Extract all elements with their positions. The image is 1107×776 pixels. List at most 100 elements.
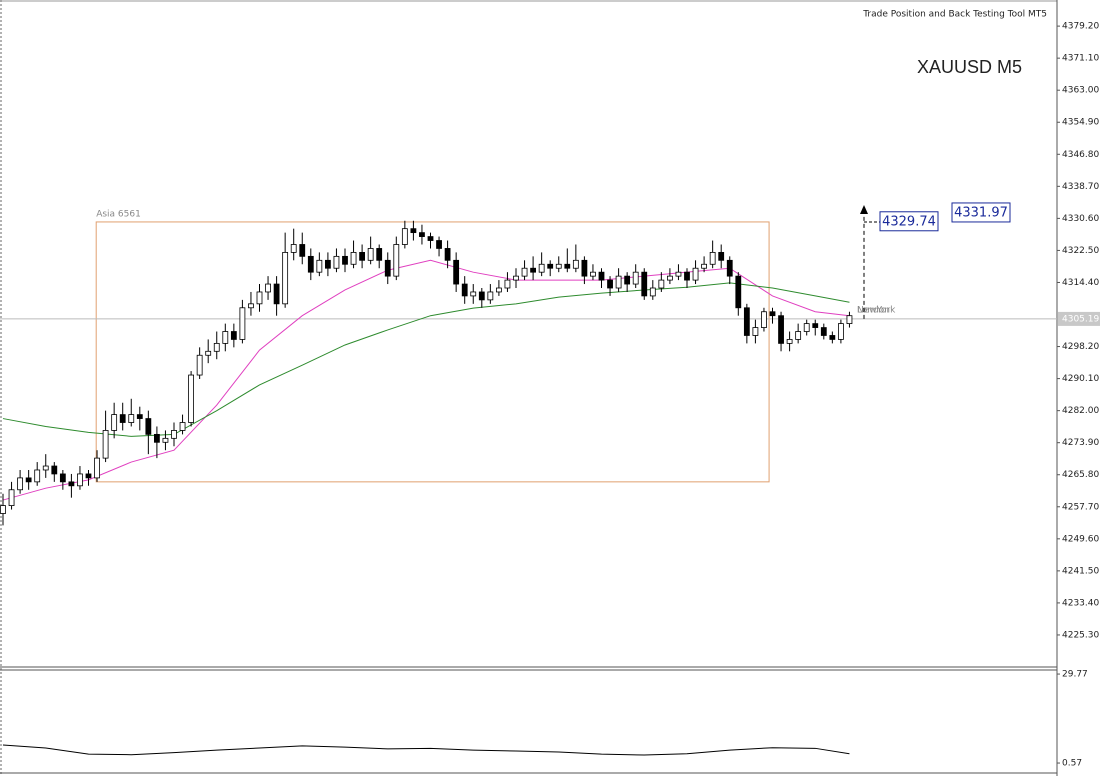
y-tick-label: 0.57 bbox=[1062, 759, 1082, 769]
candle-body bbox=[205, 350, 212, 356]
candle-body bbox=[478, 291, 485, 301]
y-tick-label: 4265.80 bbox=[1062, 470, 1099, 480]
candle-body bbox=[470, 291, 477, 297]
candle-body bbox=[590, 271, 596, 277]
candle-body bbox=[367, 248, 374, 261]
y-tick-label: 4282.00 bbox=[1062, 406, 1099, 416]
candle-body bbox=[581, 259, 588, 277]
current-price-label: 4305.19 bbox=[1062, 314, 1099, 324]
candle-body bbox=[487, 291, 494, 301]
candle-body bbox=[718, 251, 725, 261]
candle-body bbox=[94, 457, 100, 479]
y-tick-label: 29.77 bbox=[1062, 670, 1088, 680]
session-box bbox=[95, 221, 770, 483]
candle-body bbox=[17, 477, 24, 491]
candle-body bbox=[393, 244, 400, 277]
candle-body bbox=[530, 267, 536, 273]
candle-body bbox=[607, 279, 613, 289]
candle-body bbox=[153, 433, 160, 443]
candle-body bbox=[307, 255, 314, 273]
y-tick-label: 4298.20 bbox=[1062, 342, 1099, 352]
candle-body bbox=[350, 251, 357, 265]
y-tick-label: 4330.60 bbox=[1062, 214, 1099, 224]
candle-body bbox=[8, 489, 15, 506]
candle-body bbox=[213, 342, 220, 352]
candle-body bbox=[384, 259, 391, 277]
current-price-box bbox=[1058, 311, 1100, 326]
session-name: NewYork bbox=[857, 306, 896, 316]
trade-level-box bbox=[879, 211, 939, 232]
candle-body bbox=[299, 244, 306, 257]
y-tick-label: 4322.50 bbox=[1062, 246, 1099, 256]
candle-body bbox=[838, 323, 844, 340]
y-tick-label: 4241.50 bbox=[1062, 566, 1099, 576]
candle-body bbox=[803, 323, 810, 332]
candle-body bbox=[701, 263, 707, 269]
candle-body bbox=[239, 307, 246, 340]
candle-body bbox=[282, 251, 289, 305]
candle-body bbox=[778, 315, 784, 344]
y-tick-label: 4249.60 bbox=[1062, 534, 1099, 544]
candle-body bbox=[564, 263, 571, 269]
candle-body bbox=[444, 248, 451, 261]
trade-level-label: 4329.74 bbox=[882, 214, 936, 229]
candle-body bbox=[59, 473, 66, 483]
candle-body bbox=[359, 251, 366, 261]
candle-body bbox=[795, 331, 802, 340]
candle-body bbox=[410, 228, 417, 234]
candle-body bbox=[547, 263, 554, 269]
chart-title: XAUUSD M5 bbox=[917, 57, 1022, 77]
candle-body bbox=[761, 311, 767, 328]
candle-body bbox=[333, 255, 340, 269]
candle-body bbox=[624, 275, 631, 285]
candle-body bbox=[538, 263, 545, 273]
candle-body bbox=[111, 414, 118, 431]
candle-body bbox=[136, 414, 143, 419]
trade-arrowhead bbox=[860, 205, 868, 214]
candle-body bbox=[51, 465, 58, 475]
candle-body bbox=[179, 422, 186, 431]
candle-body bbox=[675, 271, 682, 277]
candle-body bbox=[743, 307, 750, 336]
candle-body bbox=[316, 259, 323, 273]
candle-body bbox=[504, 279, 511, 289]
candle-body bbox=[248, 303, 254, 309]
y-tick-label: 4346.80 bbox=[1062, 150, 1099, 160]
indicator-line bbox=[2, 744, 850, 756]
candle-body bbox=[324, 259, 331, 269]
candle-body bbox=[846, 315, 853, 325]
candle-body bbox=[521, 267, 528, 277]
candle-body bbox=[85, 473, 92, 479]
candle-body bbox=[230, 331, 237, 340]
candle-body bbox=[419, 232, 425, 237]
candle-body bbox=[265, 283, 271, 293]
session-label: Asia 6561 bbox=[96, 209, 141, 219]
candle-body bbox=[290, 244, 297, 253]
candle-body bbox=[68, 481, 75, 487]
candle-body bbox=[632, 271, 639, 285]
candle-body bbox=[188, 374, 195, 423]
candle-body bbox=[222, 331, 229, 344]
y-tick-label: 4371.10 bbox=[1062, 54, 1099, 64]
y-tick-label: 4338.70 bbox=[1062, 182, 1099, 192]
candle-body bbox=[145, 418, 152, 435]
y-tick-label: 4225.30 bbox=[1062, 630, 1099, 640]
candle-body bbox=[752, 327, 759, 336]
candle-body bbox=[829, 335, 836, 340]
y-tick-label: 4290.10 bbox=[1062, 374, 1099, 384]
candle-body bbox=[0, 505, 6, 514]
candle-body bbox=[649, 287, 656, 297]
candle-body bbox=[786, 339, 793, 344]
candle-body bbox=[820, 327, 827, 336]
candle-body bbox=[128, 414, 135, 423]
candle-body bbox=[436, 240, 442, 249]
moving-average bbox=[2, 282, 850, 437]
candle-body bbox=[342, 255, 348, 265]
candle-body bbox=[427, 236, 434, 241]
candle-body bbox=[572, 259, 579, 269]
y-tick-label: 4257.70 bbox=[1062, 502, 1099, 512]
candle-body bbox=[555, 263, 562, 269]
y-tick-label: 4379.20 bbox=[1062, 22, 1099, 32]
trade-level-label: 4331.97 bbox=[954, 205, 1008, 220]
